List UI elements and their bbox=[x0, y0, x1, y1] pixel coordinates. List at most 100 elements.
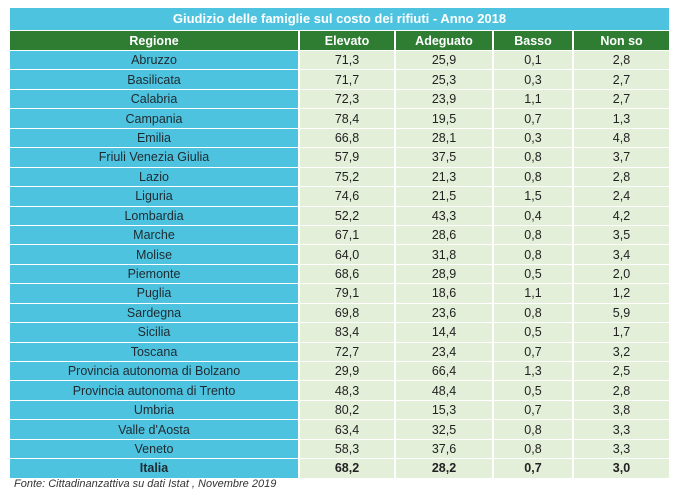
non-so-cell: 3,4 bbox=[573, 244, 669, 265]
non-so-cell: 3,7 bbox=[573, 147, 669, 168]
source-note: Fonte: Cittadinanzattiva su dati Istat ,… bbox=[14, 478, 277, 490]
region-cell: Valle d'Aosta bbox=[10, 419, 300, 440]
region-cell: Lombardia bbox=[10, 206, 300, 226]
region-cell: Basilicata bbox=[10, 69, 300, 90]
region-cell: Molise bbox=[10, 244, 300, 265]
region-cell: Provincia autonoma di Trento bbox=[10, 380, 300, 401]
table-row: Abruzzo 71,3 25,9 0,1 2,8 bbox=[10, 50, 669, 71]
adeguato-cell: 28,9 bbox=[395, 264, 494, 285]
elevato-cell: 72,3 bbox=[299, 89, 396, 110]
elevato-cell: 79,1 bbox=[299, 283, 396, 304]
basso-cell: 0,8 bbox=[493, 419, 574, 440]
region-cell: Piemonte bbox=[10, 264, 300, 285]
adeguato-cell: 28,2 bbox=[395, 458, 494, 479]
elevato-cell: 75,2 bbox=[299, 167, 396, 188]
elevato-cell: 68,6 bbox=[299, 264, 396, 285]
non-so-cell: 2,7 bbox=[573, 89, 669, 110]
basso-cell: 1,1 bbox=[493, 89, 574, 110]
table-row: Provincia autonoma di Trento 48,3 48,4 0,5 2… bbox=[10, 380, 669, 401]
table-row: Friuli Venezia Giulia 57,9 37,5 0,8 3,7 bbox=[10, 147, 669, 168]
non-so-cell: 2,4 bbox=[573, 186, 669, 207]
column-header-elevato: Elevato bbox=[299, 31, 396, 51]
adeguato-cell: 43,3 bbox=[395, 206, 494, 226]
basso-cell: 0,8 bbox=[493, 439, 574, 460]
non-so-cell: 2,8 bbox=[573, 50, 669, 71]
basso-cell: 0,3 bbox=[493, 128, 574, 149]
adeguato-cell: 23,4 bbox=[395, 342, 494, 363]
adeguato-cell: 48,4 bbox=[395, 380, 494, 401]
non-so-cell: 2,5 bbox=[573, 361, 669, 382]
data-table-container: Giudizio delle famiglie sul costo dei ri… bbox=[10, 8, 669, 479]
column-header-basso: Basso bbox=[493, 31, 574, 51]
elevato-cell: 78,4 bbox=[299, 108, 396, 129]
non-so-cell: 4,2 bbox=[573, 206, 669, 226]
region-cell: Liguria bbox=[10, 186, 300, 207]
basso-cell: 0,7 bbox=[493, 458, 574, 479]
basso-cell: 0,1 bbox=[493, 50, 574, 71]
non-so-cell: 1,2 bbox=[573, 283, 669, 304]
table-row: Campania 78,4 19,5 0,7 1,3 bbox=[10, 108, 669, 129]
adeguato-cell: 25,9 bbox=[395, 50, 494, 71]
column-header-regione: Regione bbox=[10, 31, 300, 51]
elevato-cell: 63,4 bbox=[299, 419, 396, 440]
elevato-cell: 80,2 bbox=[299, 400, 396, 421]
elevato-cell: 74,6 bbox=[299, 186, 396, 207]
basso-cell: 0,3 bbox=[493, 69, 574, 90]
region-cell: Puglia bbox=[10, 283, 300, 304]
non-so-cell: 2,8 bbox=[573, 380, 669, 401]
basso-cell: 0,4 bbox=[493, 206, 574, 226]
non-so-cell: 3,3 bbox=[573, 439, 669, 460]
column-header-non-so: Non so bbox=[573, 31, 669, 51]
region-cell: Italia bbox=[10, 458, 300, 479]
region-cell: Calabria bbox=[10, 89, 300, 110]
basso-cell: 0,8 bbox=[493, 225, 574, 246]
table-row: Puglia 79,1 18,6 1,1 1,2 bbox=[10, 283, 669, 304]
table-row: Piemonte 68,6 28,9 0,5 2,0 bbox=[10, 264, 669, 285]
basso-cell: 0,5 bbox=[493, 380, 574, 401]
table-title: Giudizio delle famiglie sul costo dei ri… bbox=[10, 8, 669, 31]
elevato-cell: 66,8 bbox=[299, 128, 396, 149]
table-row: Lazio 75,2 21,3 0,8 2,8 bbox=[10, 167, 669, 188]
adeguato-cell: 66,4 bbox=[395, 361, 494, 382]
non-so-cell: 3,0 bbox=[573, 458, 669, 479]
table-row: Provincia autonoma di Bolzano 29,9 66,4 1,3… bbox=[10, 361, 669, 382]
table-row: Sardegna 69,8 23,6 0,8 5,9 bbox=[10, 303, 669, 324]
adeguato-cell: 23,9 bbox=[395, 89, 494, 110]
table-body: Abruzzo 71,3 25,9 0,1 2,8 Basilicata 71,7 25,3 0… bbox=[10, 50, 669, 479]
basso-cell: 0,7 bbox=[493, 108, 574, 129]
adeguato-cell: 18,6 bbox=[395, 283, 494, 304]
non-so-cell: 3,3 bbox=[573, 419, 669, 440]
non-so-cell: 2,0 bbox=[573, 264, 669, 285]
elevato-cell: 29,9 bbox=[299, 361, 396, 382]
basso-cell: 0,7 bbox=[493, 342, 574, 363]
total-row: Italia 68,2 28,2 0,7 3,0 bbox=[10, 458, 669, 479]
column-header-adeguato: Adeguato bbox=[395, 31, 494, 51]
adeguato-cell: 28,6 bbox=[395, 225, 494, 246]
adeguato-cell: 25,3 bbox=[395, 69, 494, 90]
adeguato-cell: 14,4 bbox=[395, 322, 494, 343]
cost-judgement-table: Regione Elevato Adeguato Basso Non so Ab… bbox=[10, 31, 669, 479]
region-cell: Emilia bbox=[10, 128, 300, 149]
non-so-cell: 2,8 bbox=[573, 167, 669, 188]
adeguato-cell: 37,5 bbox=[395, 147, 494, 168]
table-row: Umbria 80,2 15,3 0,7 3,8 bbox=[10, 400, 669, 421]
elevato-cell: 48,3 bbox=[299, 380, 396, 401]
table-row: Basilicata 71,7 25,3 0,3 2,7 bbox=[10, 69, 669, 90]
basso-cell: 0,8 bbox=[493, 244, 574, 265]
non-so-cell: 1,7 bbox=[573, 322, 669, 343]
basso-cell: 1,5 bbox=[493, 186, 574, 207]
elevato-cell: 52,2 bbox=[299, 206, 396, 226]
non-so-cell: 5,9 bbox=[573, 303, 669, 324]
region-cell: Veneto bbox=[10, 439, 300, 460]
non-so-cell: 3,2 bbox=[573, 342, 669, 363]
basso-cell: 1,1 bbox=[493, 283, 574, 304]
table-row: Liguria 74,6 21,5 1,5 2,4 bbox=[10, 186, 669, 207]
region-cell: Campania bbox=[10, 108, 300, 129]
adeguato-cell: 37,6 bbox=[395, 439, 494, 460]
header-row: Regione Elevato Adeguato Basso Non so bbox=[10, 31, 669, 51]
elevato-cell: 67,1 bbox=[299, 225, 396, 246]
elevato-cell: 57,9 bbox=[299, 147, 396, 168]
table-row: Valle d'Aosta 63,4 32,5 0,8 3,3 bbox=[10, 419, 669, 440]
adeguato-cell: 19,5 bbox=[395, 108, 494, 129]
table-row: Lombardia 52,2 43,3 0,4 4,2 bbox=[10, 206, 669, 226]
